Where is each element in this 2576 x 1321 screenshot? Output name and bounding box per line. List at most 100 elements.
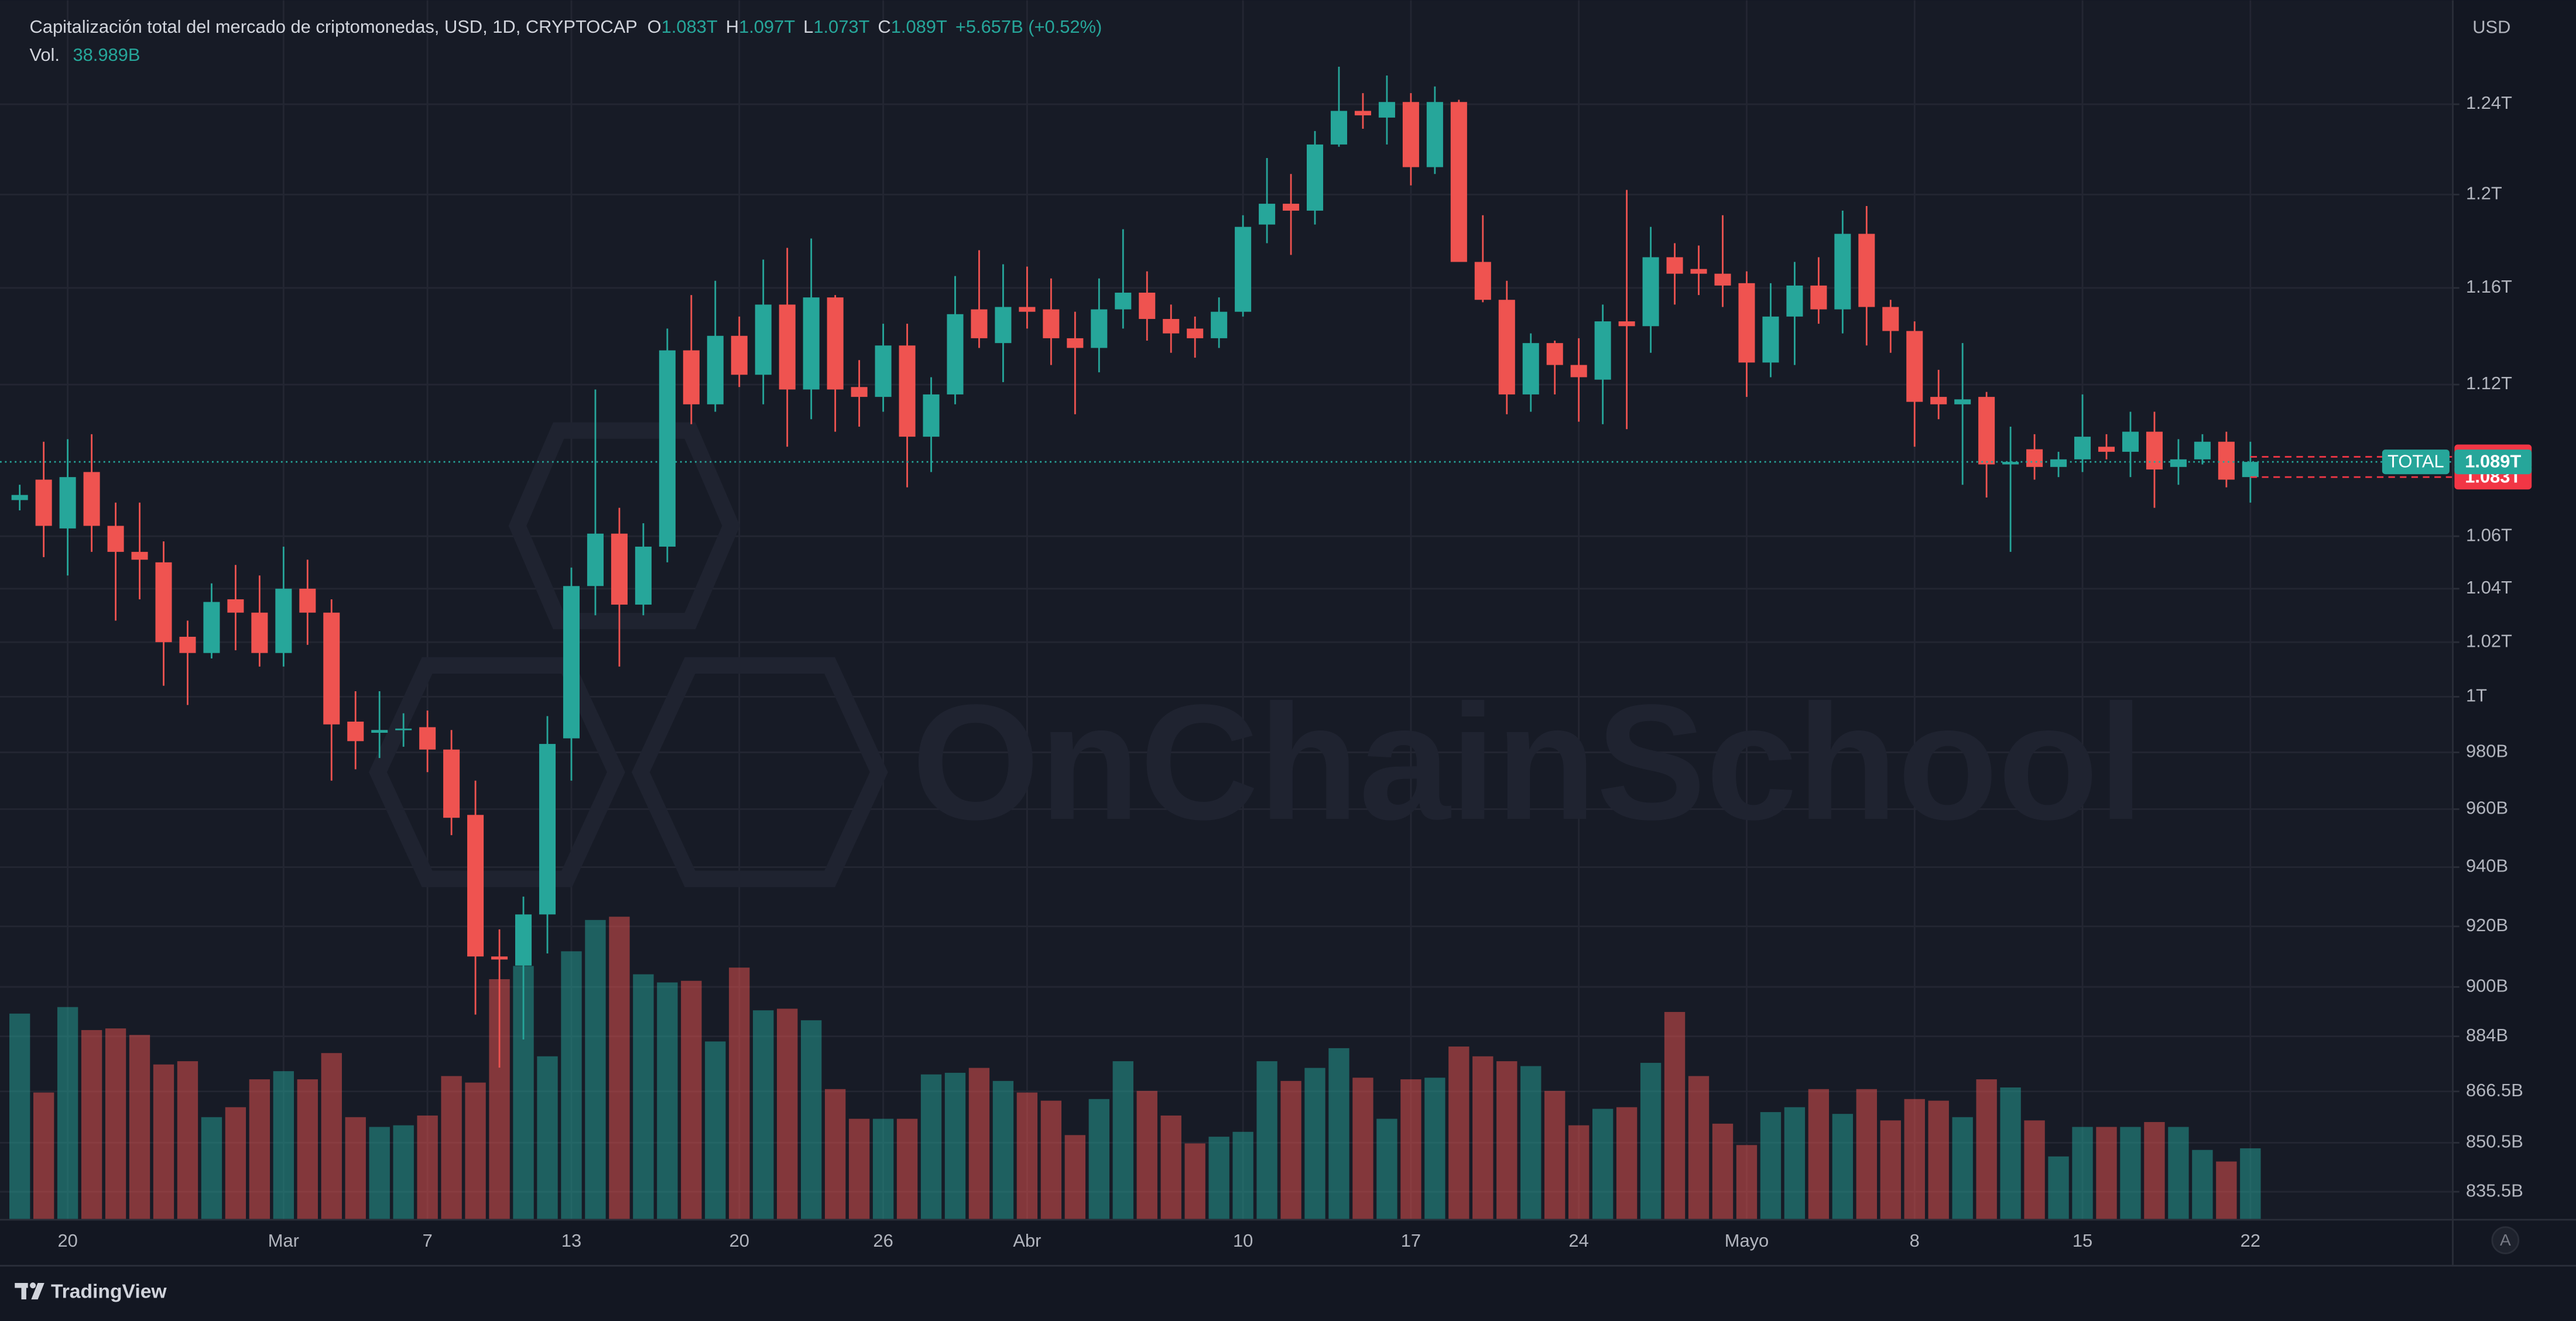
axes: 835.5B 850.5B 866.5B 884B 900B 920B 940B 960B 98… <box>57 92 2523 1251</box>
volume-bar <box>1424 1078 1445 1219</box>
y-tick-label: 1T <box>2466 685 2487 706</box>
candle-body <box>1259 204 1276 225</box>
candle-body <box>635 546 652 605</box>
candle-body <box>1378 102 1395 118</box>
candle-body <box>467 815 484 957</box>
candle-body <box>779 304 796 390</box>
volume-bar <box>417 1115 438 1219</box>
volume-bar <box>1400 1079 1421 1219</box>
volume-bar <box>1784 1107 1806 1219</box>
candle-body <box>1738 283 1755 363</box>
volume-bar <box>896 1118 918 1219</box>
candle-body <box>803 297 820 390</box>
volume-bar <box>968 1068 990 1219</box>
volume-bar <box>9 1013 30 1219</box>
volume-bar <box>944 1072 966 1219</box>
volume-bar <box>465 1082 486 1219</box>
volume-layer <box>9 917 2261 1219</box>
y-tick-label: 866.5B <box>2466 1080 2523 1100</box>
volume-bar <box>1472 1056 1493 1219</box>
candle-body <box>131 551 148 560</box>
legend-value: 1.097T <box>739 16 795 37</box>
candle-body <box>1043 309 1060 338</box>
volume-bar <box>2168 1127 2189 1219</box>
candle-body <box>683 350 700 404</box>
candle-body <box>899 345 916 437</box>
candle-body <box>1882 307 1899 331</box>
auto-scale-label[interactable]: A <box>2500 1231 2511 1249</box>
auto-scale-button[interactable] <box>2491 1226 2520 1254</box>
volume-bar <box>920 1074 942 1219</box>
volume-bar <box>321 1053 342 1219</box>
candle-body <box>1618 321 1635 327</box>
candle-body <box>947 314 964 394</box>
volume-bar <box>249 1079 270 1219</box>
volume-bar <box>824 1089 846 1219</box>
candle-body <box>419 727 436 750</box>
candle-body <box>1450 102 1467 262</box>
volume-bar <box>201 1117 222 1219</box>
candle-body <box>1211 311 1228 338</box>
volume-bar <box>1232 1131 1253 1219</box>
candle-body <box>1762 316 1779 363</box>
candle-body <box>2218 441 2235 480</box>
candle-body <box>1858 234 1875 307</box>
volume-bar <box>729 967 750 1219</box>
currency-label: USD <box>2472 16 2510 37</box>
candle-body <box>2194 441 2211 459</box>
volume-bar <box>177 1061 198 1219</box>
volume-value: 38.989B <box>73 44 140 65</box>
x-tick-label: 20 <box>729 1230 749 1251</box>
volume-bar <box>1280 1080 1301 1219</box>
volume-bar <box>273 1071 294 1219</box>
candle-body <box>1594 321 1611 380</box>
symbol-label-box <box>2382 450 2450 475</box>
watermark: OnChainSchool <box>912 671 2144 854</box>
volume-bar <box>393 1125 414 1219</box>
y-tick-label: 1.02T <box>2466 630 2512 651</box>
candle-body <box>755 304 772 375</box>
volume-bar <box>1952 1117 1973 1219</box>
logo-part <box>30 1282 36 1289</box>
x-tick-label: 13 <box>561 1230 581 1251</box>
candle-body <box>371 730 388 733</box>
candle-body <box>1642 257 1659 327</box>
candle-body <box>995 307 1012 344</box>
candle-body <box>2074 437 2091 459</box>
candle-body <box>323 612 340 725</box>
volume-bar <box>1544 1090 1566 1219</box>
candle-body <box>395 728 412 730</box>
volume-bar <box>1736 1145 1758 1219</box>
legend-key: O <box>648 16 662 37</box>
candle-body <box>2170 459 2187 467</box>
volume-bar <box>1160 1115 1181 1219</box>
candle-body <box>1235 227 1252 312</box>
candle-body <box>1810 285 1827 310</box>
x-tick-label: 8 <box>1910 1230 1920 1251</box>
price-label: 1.089T <box>2465 451 2521 472</box>
footer <box>0 1265 2576 1321</box>
candle-body <box>1474 262 1491 300</box>
candle-body <box>1306 144 1324 211</box>
candle-body <box>347 721 364 742</box>
volume-label: Vol. <box>30 44 60 65</box>
volume-bar <box>1616 1107 1638 1219</box>
volume-bar <box>2096 1127 2117 1219</box>
volume-bar <box>2240 1148 2261 1219</box>
volume-bar <box>1040 1100 1062 1219</box>
volume-bar <box>657 982 678 1219</box>
volume-bar <box>1928 1100 1949 1219</box>
candle-body <box>83 472 100 526</box>
volume-bar <box>81 1030 102 1219</box>
candle-body <box>1283 204 1300 211</box>
legend-key: C <box>878 16 890 37</box>
candle-body <box>1906 331 1923 402</box>
y-tick-label: 900B <box>2466 975 2508 996</box>
candle-body <box>107 526 124 552</box>
candle-body <box>299 588 316 613</box>
candle-body <box>1139 293 1156 319</box>
volume-bar <box>1688 1076 1710 1219</box>
candle-body <box>1019 307 1036 312</box>
